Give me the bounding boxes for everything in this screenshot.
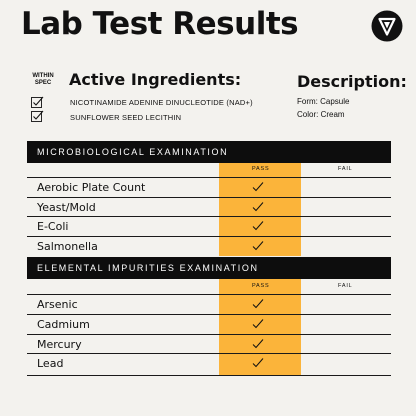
table-row: Cadmium: [27, 314, 391, 333]
test-name: Lead: [37, 357, 64, 370]
within-spec-label: WITHIN SPEC: [32, 73, 54, 86]
table-row: Aerobic Plate Count: [27, 177, 391, 196]
table-bottom-border: [27, 375, 391, 376]
ingredient-item: NICOTINAMIDE ADENINE DINUCLEOTIDE (NAD+): [70, 98, 253, 107]
test-name: Aerobic Plate Count: [37, 181, 146, 194]
table-row: Arsenic: [27, 294, 391, 313]
pass-column-highlight: [219, 163, 301, 256]
description-color: Color: Cream: [297, 110, 345, 119]
description-form: Form: Capsule: [297, 97, 350, 106]
page-title: Lab Test Results: [21, 6, 299, 42]
fail-column-header: FAIL: [338, 166, 353, 172]
checkmark-icon: [252, 202, 264, 212]
table-row: Salmonella: [27, 236, 391, 255]
test-name: Yeast/Mold: [37, 201, 96, 214]
table-row: E-Coli: [27, 216, 391, 235]
active-ingredients-heading: Active Ingredients:: [69, 70, 242, 89]
elemental-section-header: ELEMENTAL IMPURITIES EXAMINATION: [27, 257, 391, 279]
test-name: Salmonella: [37, 240, 98, 253]
checkmark-icon: [252, 299, 264, 309]
checkmark-icon: [252, 182, 264, 192]
fail-column-header: FAIL: [338, 283, 353, 289]
checkbox-checked-icon: [31, 110, 44, 122]
description-heading: Description:: [297, 72, 407, 91]
test-name: Arsenic: [37, 298, 78, 311]
table-row: Yeast/Mold: [27, 197, 391, 216]
ingredient-item: SUNFLOWER SEED LECITHIN: [70, 113, 182, 122]
test-name: Mercury: [37, 338, 82, 351]
test-name: Cadmium: [37, 318, 90, 331]
table-row: Mercury: [27, 334, 391, 353]
checkmark-icon: [252, 339, 264, 349]
pass-column-header: PASS: [252, 283, 270, 289]
test-name: E-Coli: [37, 220, 69, 233]
checkmark-icon: [252, 221, 264, 231]
pass-column-highlight: [219, 279, 301, 376]
brand-logo-icon: [371, 10, 403, 42]
checkmark-icon: [252, 319, 264, 329]
table-row: Lead: [27, 353, 391, 372]
pass-column-header: PASS: [252, 166, 270, 172]
checkmark-icon: [252, 358, 264, 368]
checkmark-icon: [252, 241, 264, 251]
microbiological-section-header: MICROBIOLOGICAL EXAMINATION: [27, 141, 391, 163]
checkbox-checked-icon: [31, 96, 44, 108]
